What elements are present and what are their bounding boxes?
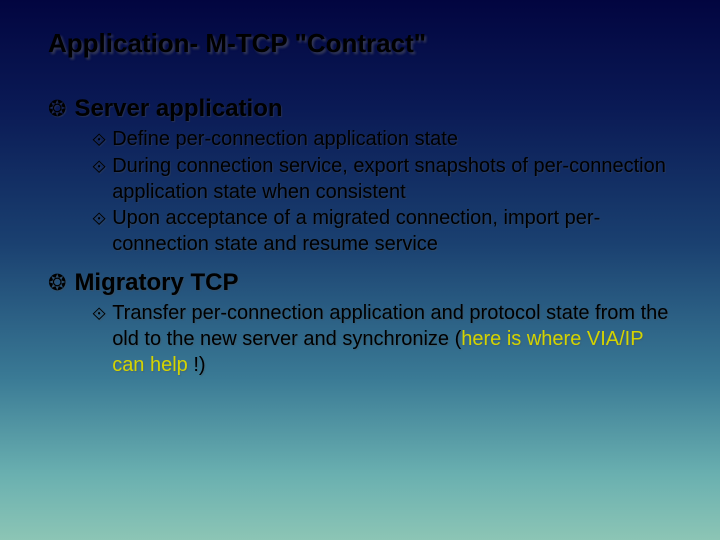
sub-bullet-icon: ⟐ bbox=[92, 154, 106, 180]
item-text: Upon acceptance of a migrated connection… bbox=[112, 206, 680, 257]
section-server-application: ❂ Server application bbox=[48, 95, 680, 123]
sub-bullet-icon: ⟐ bbox=[92, 301, 106, 327]
section-server-application-items: ⟐ Define per-connection application stat… bbox=[92, 127, 680, 257]
section-heading: Migratory TCP bbox=[74, 269, 238, 297]
sub-bullet-icon: ⟐ bbox=[92, 206, 106, 232]
slide-title: Application- M-TCP "Contract" bbox=[48, 28, 680, 59]
list-item: ⟐ Upon acceptance of a migrated connecti… bbox=[92, 206, 680, 257]
list-item: ⟐ Transfer per-connection application an… bbox=[92, 301, 680, 378]
main-bullet-icon: ❂ bbox=[48, 95, 66, 123]
item-text: During connection service, export snapsh… bbox=[112, 154, 680, 205]
section-migratory-tcp: ❂ Migratory TCP bbox=[48, 269, 680, 297]
section-migratory-tcp-items: ⟐ Transfer per-connection application an… bbox=[92, 301, 680, 378]
item-text-post: !) bbox=[188, 354, 206, 376]
main-bullet-icon: ❂ bbox=[48, 269, 66, 297]
sub-bullet-icon: ⟐ bbox=[92, 127, 106, 153]
section-heading: Server application bbox=[74, 95, 282, 123]
item-text: Transfer per-connection application and … bbox=[112, 301, 680, 378]
list-item: ⟐ During connection service, export snap… bbox=[92, 154, 680, 205]
item-text: Define per-connection application state bbox=[112, 127, 680, 153]
list-item: ⟐ Define per-connection application stat… bbox=[92, 127, 680, 153]
